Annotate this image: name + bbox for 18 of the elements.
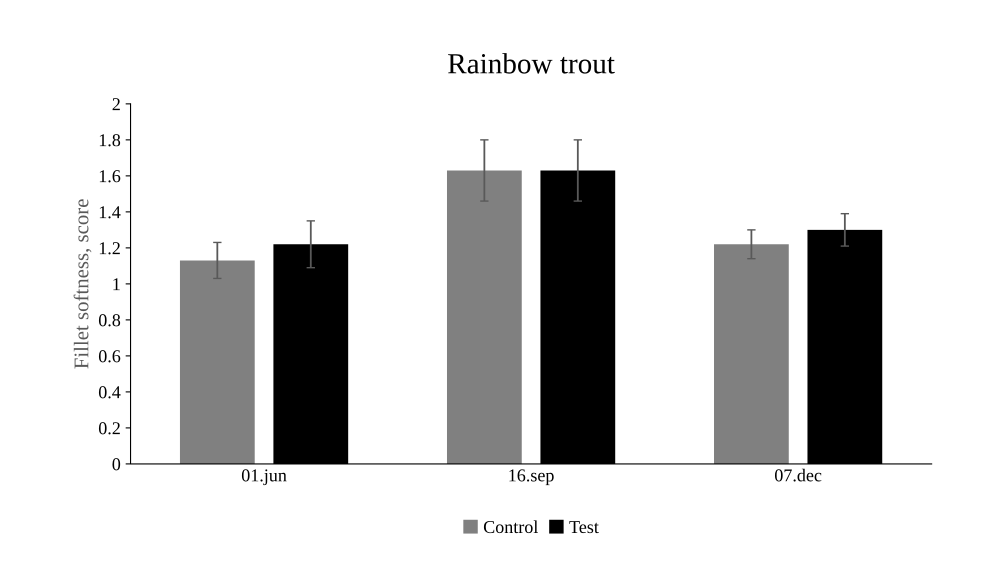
x-tick-label: 07.dec: [775, 468, 822, 482]
y-tick-label: 1.8: [100, 134, 120, 146]
x-tick-label: 16.sep: [509, 469, 554, 486]
y-tick-label: 0: [112, 458, 120, 470]
y-tick-label: 0.2: [98, 422, 120, 434]
legend-label: Control: [484, 520, 538, 534]
y-tick-label: 1: [113, 278, 120, 290]
x-tick-label: 01.jun: [242, 469, 287, 486]
y-tick-label: 0.6: [98, 350, 120, 362]
y-tick-label: 2: [112, 98, 120, 110]
y-tick-label: 0.4: [98, 386, 121, 398]
y-tick-label: 1.2: [100, 242, 120, 254]
chart-title: Rainbow trout: [448, 53, 615, 74]
y-axis-title: Fillet softness, score: [74, 199, 92, 369]
legend-label: Test: [569, 521, 599, 534]
y-tick-label: 1.4: [100, 206, 121, 218]
y-tick-label: 0.8: [98, 314, 120, 326]
y-tick-label: 1.6: [100, 170, 120, 182]
